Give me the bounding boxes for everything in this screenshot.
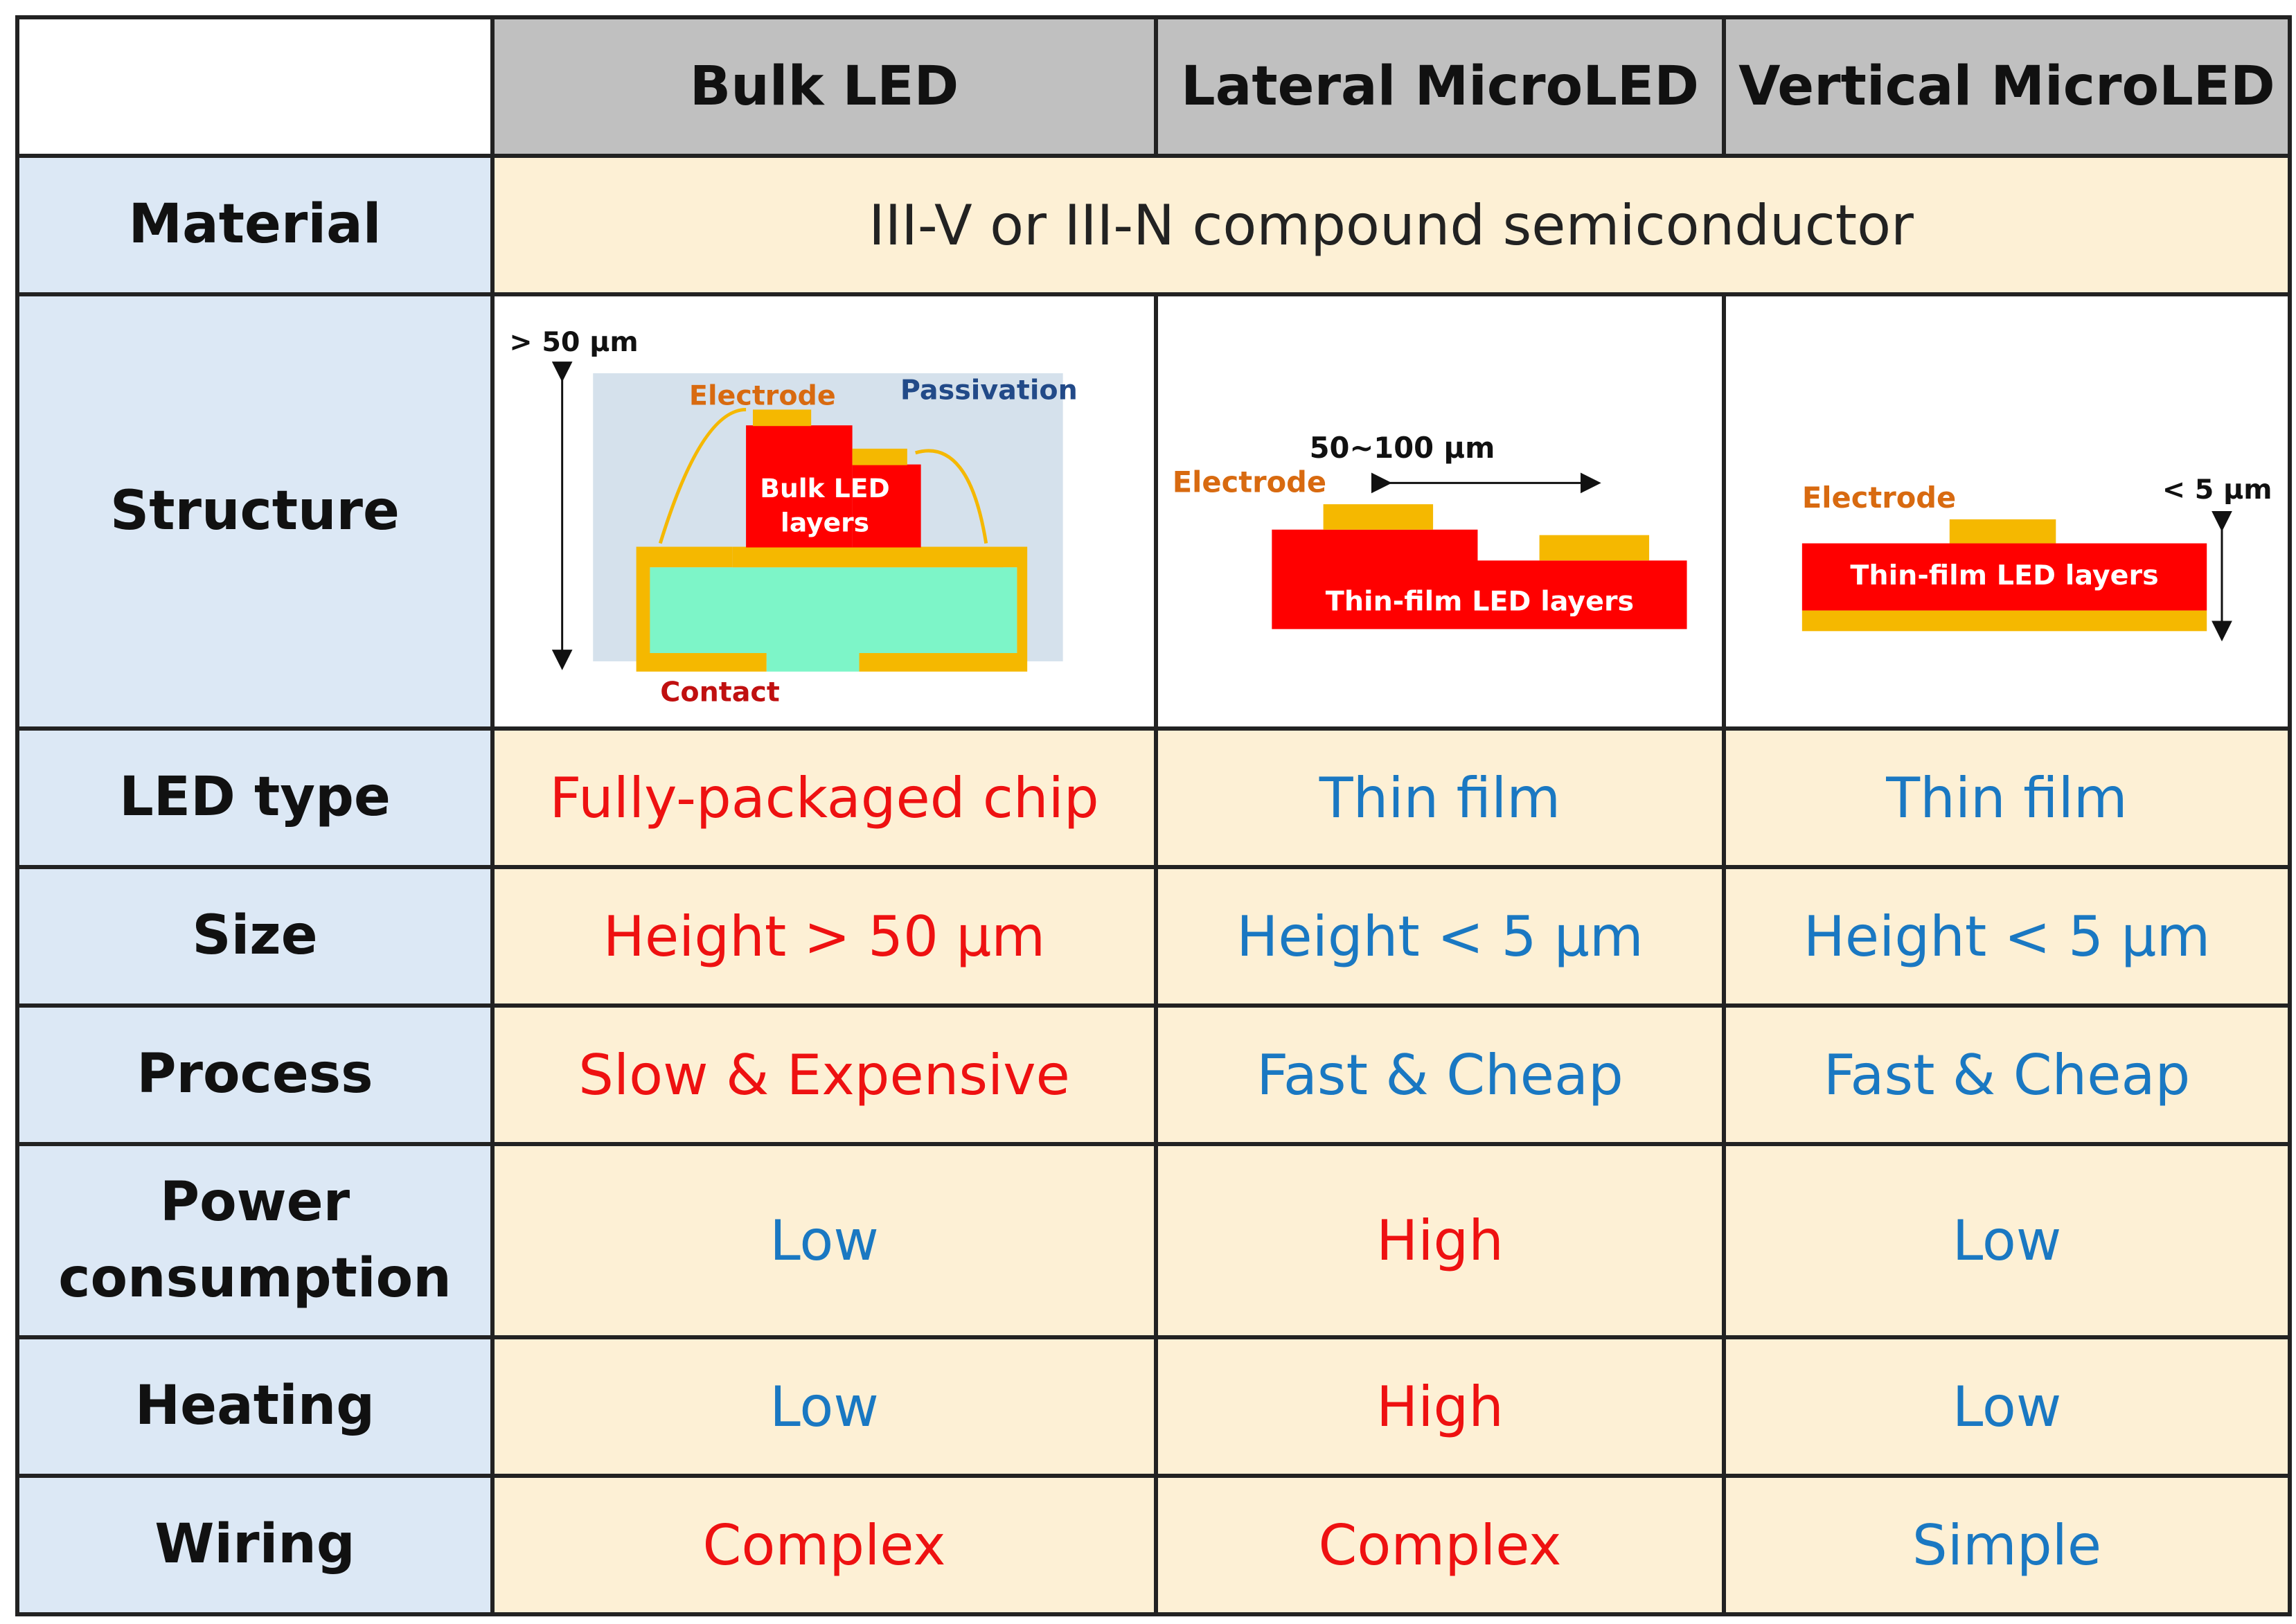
led-type-bulk: Fully-packaged chip — [495, 731, 1158, 869]
header-lateral-microled: Lateral MicroLED — [1158, 19, 1726, 158]
heating-vertical: Low — [1726, 1339, 2292, 1478]
lateral-electrode-side — [1539, 535, 1650, 561]
lateral-microled-structure-diagram: 50~100 µm Electrode Thin-film LED layers — [1158, 296, 1726, 731]
bulk-layers-text-1: Bulk LED — [760, 473, 889, 503]
passivation-label: Passivation — [900, 375, 1078, 407]
lateral-microled-svg: 50~100 µm Electrode Thin-film LED layers — [1173, 431, 1687, 630]
lateral-width-label: 50~100 µm — [1310, 431, 1495, 465]
vertical-led-layers — [1801, 543, 2207, 611]
header-bulk-led: Bulk LED — [495, 19, 1158, 158]
power-lateral: High — [1158, 1146, 1726, 1339]
power-vertical: Low — [1726, 1146, 2292, 1339]
led-type-lateral: Thin film — [1158, 731, 1726, 869]
row-label-material: Material — [19, 158, 495, 296]
electrode-top-left — [752, 409, 812, 427]
power-bulk: Low — [495, 1146, 1158, 1339]
row-label-process: Process — [19, 1008, 495, 1146]
process-vertical: Fast & Cheap — [1726, 1008, 2292, 1146]
power-label-line2: consumption — [58, 1247, 452, 1310]
header-vertical-microled: Vertical MicroLED — [1726, 19, 2292, 158]
size-vertical: Height < 5 µm — [1726, 869, 2292, 1008]
vertical-electrode-bottom — [1801, 610, 2207, 632]
bulk-led-structure-diagram: > 50 µm Bulk LED layers Electrode Passiv… — [495, 296, 1158, 731]
lateral-electrode-label: Electrode — [1173, 465, 1326, 499]
wire-right — [915, 449, 988, 544]
size-bulk: Height > 50 µm — [495, 869, 1158, 1008]
contact-pad-top — [732, 546, 1004, 568]
led-type-vertical: Thin film — [1726, 731, 2292, 869]
bulk-electrode-label: Electrode — [689, 380, 836, 411]
wire-left — [658, 407, 747, 544]
heating-bulk: Low — [495, 1339, 1158, 1478]
vertical-height-label: < 5 µm — [2162, 474, 2272, 506]
contact-frame — [636, 546, 1028, 672]
lateral-layers-text: Thin-film LED layers — [1326, 586, 1634, 618]
bulk-led-layers-right — [852, 464, 921, 548]
material-value: III-V or III-N compound semiconductor — [495, 158, 2292, 296]
lateral-electrode-top — [1323, 504, 1434, 530]
wiring-vertical: Simple — [1726, 1478, 2292, 1616]
bulk-height-label: > 50 µm — [509, 326, 638, 358]
lateral-led-layers — [1272, 529, 1687, 630]
bulk-layers-text-2: layers — [781, 508, 869, 538]
row-label-heating: Heating — [19, 1339, 495, 1478]
process-bulk: Slow & Expensive — [495, 1008, 1158, 1146]
process-lateral: Fast & Cheap — [1158, 1008, 1726, 1146]
power-label-line1: Power — [159, 1171, 350, 1234]
comparison-table: Bulk LED Lateral MicroLED Vertical Micro… — [15, 15, 2292, 1616]
wiring-lateral: Complex — [1158, 1478, 1726, 1616]
electrode-top-right — [852, 448, 907, 465]
row-label-power-consumption: Power consumption — [19, 1146, 495, 1339]
vertical-microled-svg: Electrode < 5 µm Thin-film LED layers — [1801, 474, 2272, 642]
row-label-size: Size — [19, 869, 495, 1008]
vertical-microled-structure-diagram: Electrode < 5 µm Thin-film LED layers — [1726, 296, 2292, 731]
vertical-electrode-top — [1949, 519, 2056, 544]
row-label-wiring: Wiring — [19, 1478, 495, 1616]
bulk-led-layers-left — [746, 425, 853, 548]
corner-cell — [19, 19, 495, 158]
contact-label: Contact — [660, 676, 780, 708]
vertical-layers-text: Thin-film LED layers — [1850, 560, 2158, 591]
vertical-electrode-label: Electrode — [1802, 481, 1956, 515]
bulk-led-svg: > 50 µm Bulk LED layers Electrode Passiv… — [509, 326, 1078, 708]
size-lateral: Height < 5 µm — [1158, 869, 1726, 1008]
row-label-structure: Structure — [19, 296, 495, 731]
row-label-led-type: LED type — [19, 731, 495, 869]
heating-lateral: High — [1158, 1339, 1726, 1478]
wiring-bulk: Complex — [495, 1478, 1158, 1616]
substrate — [650, 567, 1017, 672]
